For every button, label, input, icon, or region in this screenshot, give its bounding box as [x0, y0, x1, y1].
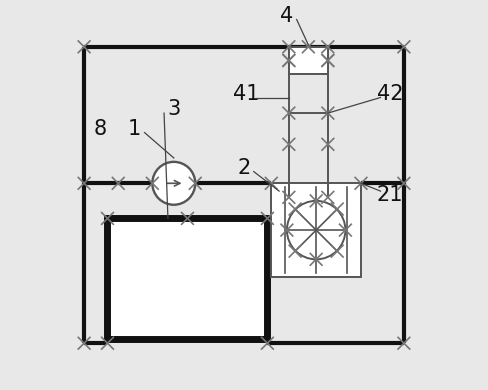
Bar: [289, 47, 328, 74]
Text: 4: 4: [280, 5, 293, 26]
Circle shape: [287, 201, 346, 259]
Text: 42: 42: [377, 83, 404, 104]
Text: 3: 3: [167, 99, 181, 119]
Circle shape: [152, 162, 195, 205]
Text: 1: 1: [128, 119, 142, 139]
Bar: [107, 218, 267, 339]
Text: 21: 21: [377, 185, 404, 205]
Bar: [271, 183, 361, 277]
Text: 41: 41: [233, 83, 259, 104]
Text: 2: 2: [237, 158, 251, 178]
Text: 8: 8: [93, 119, 106, 139]
